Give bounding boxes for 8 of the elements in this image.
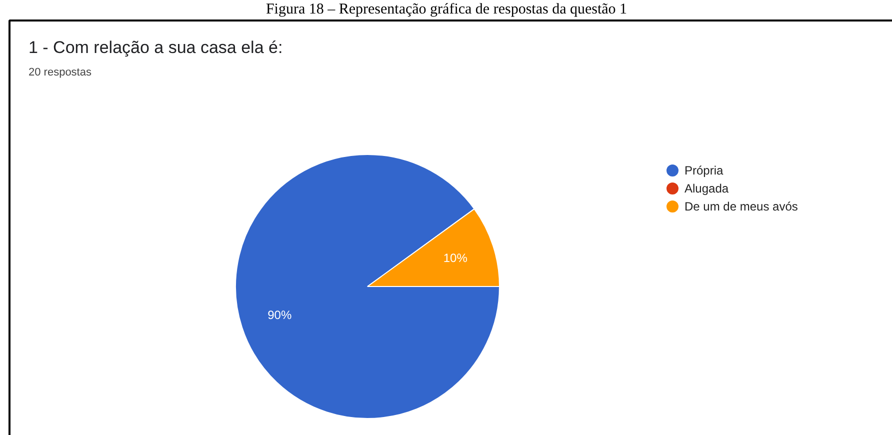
text: 20 respostas [28, 66, 92, 78]
legend-label: De um de meus avós [684, 200, 798, 214]
legend-label: Alugada [684, 182, 729, 196]
chart-title: 1 - Com relação a sua casa ela é: [28, 38, 283, 57]
data-label: 10% [443, 250, 468, 265]
text: Figura 18 – Representação gráfica de respostas da questão 1 [266, 2, 628, 18]
data-label: 90% [268, 308, 292, 322]
legend-label: Própria [684, 164, 724, 178]
